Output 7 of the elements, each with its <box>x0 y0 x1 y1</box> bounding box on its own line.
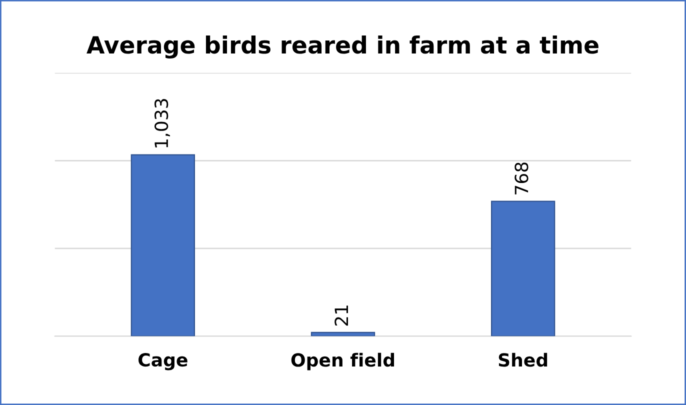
x-tick-label: Open field <box>291 352 394 370</box>
x-tick-label: Shed <box>498 352 548 367</box>
data-label: 768 <box>514 162 528 194</box>
chart-title: Average birds reared in farm at a time <box>86 36 598 59</box>
data-label: 21 <box>334 306 348 326</box>
data-label: 1,033 <box>154 99 170 148</box>
x-tick-label: Cage <box>138 352 188 370</box>
